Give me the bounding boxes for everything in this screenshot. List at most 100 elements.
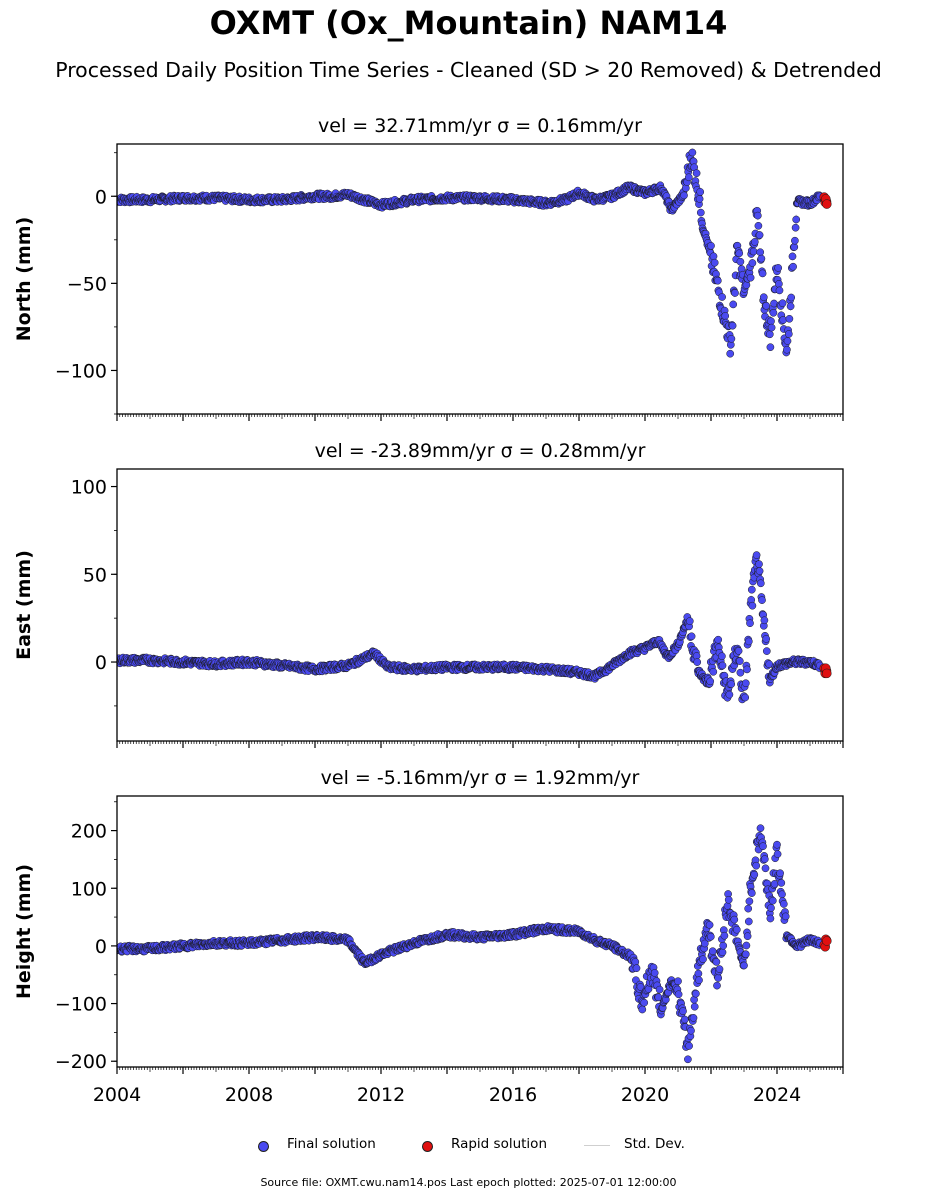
- final-point: [769, 308, 778, 317]
- final-point: [757, 254, 766, 263]
- final-point: [750, 238, 759, 246]
- final-point: [791, 236, 799, 245]
- final-point: [744, 637, 753, 646]
- final-point: [709, 252, 718, 261]
- final-point: [725, 690, 734, 699]
- final-point: [685, 617, 694, 625]
- plot-area: [117, 148, 832, 358]
- final-point: [684, 173, 693, 182]
- final-point: [696, 208, 705, 217]
- final-point: [786, 302, 795, 311]
- final-point: [783, 337, 792, 345]
- final-point: [760, 616, 769, 625]
- final-point: [749, 247, 758, 256]
- final-point: [755, 231, 764, 239]
- final-point: [710, 258, 719, 267]
- final-point: [788, 252, 797, 261]
- final-point: [775, 280, 783, 288]
- final-point: [759, 293, 768, 302]
- final-point: [707, 241, 715, 250]
- rapid-point: [822, 199, 832, 209]
- final-point: [726, 349, 735, 358]
- final-point: [787, 293, 796, 302]
- final-point: [713, 276, 722, 285]
- final-point: [743, 665, 751, 674]
- final-point: [758, 596, 766, 604]
- final-point: [758, 269, 767, 278]
- final-point: [756, 248, 765, 257]
- final-point: [746, 273, 755, 282]
- final-point: [767, 323, 776, 332]
- final-solution-series: [117, 551, 824, 704]
- final-point: [778, 299, 787, 308]
- final-point: [785, 314, 794, 323]
- final-point: [706, 677, 715, 686]
- panel-title: vel = -5.16mm/yr σ = 1.92mm/yr: [321, 767, 640, 789]
- final-point: [729, 300, 738, 309]
- final-point: [693, 658, 702, 666]
- final-point: [791, 223, 800, 232]
- axes-frame: [116, 143, 844, 415]
- panel-title: vel = 32.71mm/yr σ = 0.16mm/yr: [318, 115, 642, 137]
- panel-2: vel = -23.89mm/yr σ = 0.28mm/yr East (mm)…: [13, 440, 844, 748]
- final-point: [753, 211, 762, 220]
- y-tick-label: 100: [71, 477, 107, 499]
- final-point: [718, 652, 726, 661]
- panel-title: vel = -23.89mm/yr σ = 0.28mm/yr: [315, 440, 646, 462]
- final-point: [741, 693, 750, 702]
- final-point: [728, 321, 737, 330]
- final-point: [688, 148, 697, 157]
- final-point: [736, 257, 745, 266]
- final-point: [762, 647, 771, 655]
- time-series-figure: vel = 32.71mm/yr σ = 0.16mm/yr North (mm)…: [13, 115, 844, 1106]
- final-point: [789, 262, 797, 271]
- final-point: [775, 286, 784, 295]
- final-point: [767, 317, 775, 326]
- final-point: [695, 195, 704, 203]
- final-point: [784, 330, 793, 338]
- plot-area: [117, 824, 832, 1064]
- final-point: [721, 312, 730, 320]
- final-point: [714, 635, 723, 644]
- rapid-solution-series: [819, 663, 832, 679]
- final-point: [748, 259, 757, 267]
- final-point: [783, 345, 791, 354]
- final-point: [696, 188, 705, 196]
- panel-3: vel = -5.16mm/yr σ = 1.92mm/yr Height (mm…: [13, 767, 844, 1106]
- final-point: [687, 632, 696, 641]
- y-tick-label: 0: [95, 652, 107, 674]
- final-point: [718, 293, 726, 301]
- final-point: [718, 661, 727, 670]
- rapid-solution-series: [819, 192, 832, 209]
- final-point: [755, 567, 764, 575]
- final-solution-series: [117, 148, 824, 358]
- final-point: [754, 221, 763, 230]
- final-point: [727, 334, 736, 343]
- y-tick-label: −50: [67, 273, 107, 295]
- y-tick-label: 0: [95, 186, 107, 208]
- final-point: [631, 958, 640, 966]
- final-point: [746, 619, 754, 628]
- final-point: [756, 579, 765, 588]
- rapid-point: [822, 668, 832, 679]
- final-point: [762, 635, 771, 643]
- final-point: [747, 585, 756, 594]
- final-point: [762, 301, 771, 310]
- std-dev-bars: [117, 552, 820, 702]
- panel-1: vel = 32.71mm/yr σ = 0.16mm/yr North (mm)…: [13, 115, 844, 421]
- final-point: [741, 679, 750, 688]
- final-point: [742, 281, 751, 289]
- final-point: [731, 289, 739, 297]
- final-solution-series: [117, 824, 824, 1064]
- std-dev-bars: [117, 148, 821, 355]
- final-point: [709, 667, 718, 676]
- figure-title: OXMT (Ox_Mountain) NAM14: [209, 4, 728, 42]
- figure-subtitle: Processed Daily Position Time Series - C…: [55, 58, 882, 82]
- final-point: [765, 330, 774, 339]
- y-axis-label: Height (mm): [13, 864, 35, 999]
- final-point: [680, 191, 688, 200]
- y-axis-label: East (mm): [13, 550, 35, 660]
- y-tick-label: 50: [83, 564, 107, 586]
- final-point: [766, 343, 775, 352]
- final-point: [755, 560, 763, 568]
